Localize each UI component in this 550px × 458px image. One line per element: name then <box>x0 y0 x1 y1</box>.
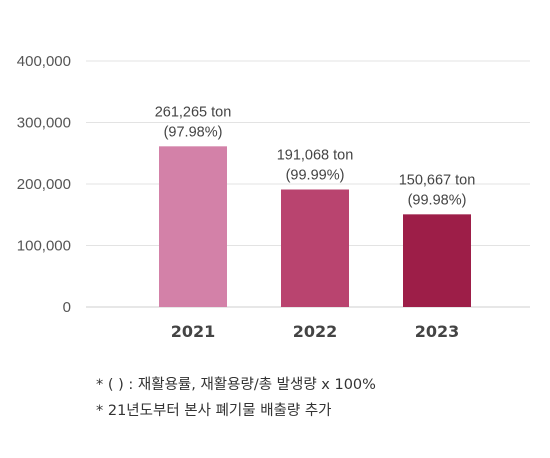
bar <box>403 214 471 307</box>
bar <box>281 189 349 307</box>
y-tick-label: 200,000 <box>17 176 71 193</box>
y-tick-label: 400,000 <box>17 53 71 70</box>
x-axis-ticks: 2021 2022 2023 <box>171 322 460 341</box>
y-tick-label: 0 <box>63 299 71 316</box>
x-tick-label: 2021 <box>171 322 216 341</box>
data-label-value: 191,068 ton <box>277 147 354 163</box>
footnote-hq-waste: * 21년도부터 본사 폐기물 배출량 추가 <box>96 403 332 419</box>
data-label-ratio: (99.99%) <box>286 167 345 183</box>
y-tick-label: 100,000 <box>17 238 71 255</box>
data-label-value: 261,265 ton <box>155 104 232 120</box>
bar <box>159 146 227 307</box>
footnotes: * ( ) : 재활용률, 재활용량/총 발생량 x 100% * 21년도부터… <box>96 372 376 424</box>
data-labels: 261,265 ton (97.98%) 191,068 ton (99.99%) 15… <box>155 104 476 208</box>
data-label-value: 150,667 ton <box>399 172 476 188</box>
y-tick-label: 300,000 <box>17 115 71 132</box>
x-tick-label: 2022 <box>293 322 338 341</box>
y-axis-ticks: 0 100,000 200,000 300,000 400,000 <box>17 53 71 316</box>
bars <box>159 146 471 307</box>
data-label-ratio: (99.98%) <box>408 192 467 208</box>
x-tick-label: 2023 <box>415 322 460 341</box>
data-label-ratio: (97.98%) <box>164 124 223 140</box>
footnote-recycling-rate: * ( ) : 재활용률, 재활용량/총 발생량 x 100% <box>96 377 376 393</box>
bar-chart: 0 100,000 200,000 300,000 400,000 261,265 to… <box>17 53 530 341</box>
